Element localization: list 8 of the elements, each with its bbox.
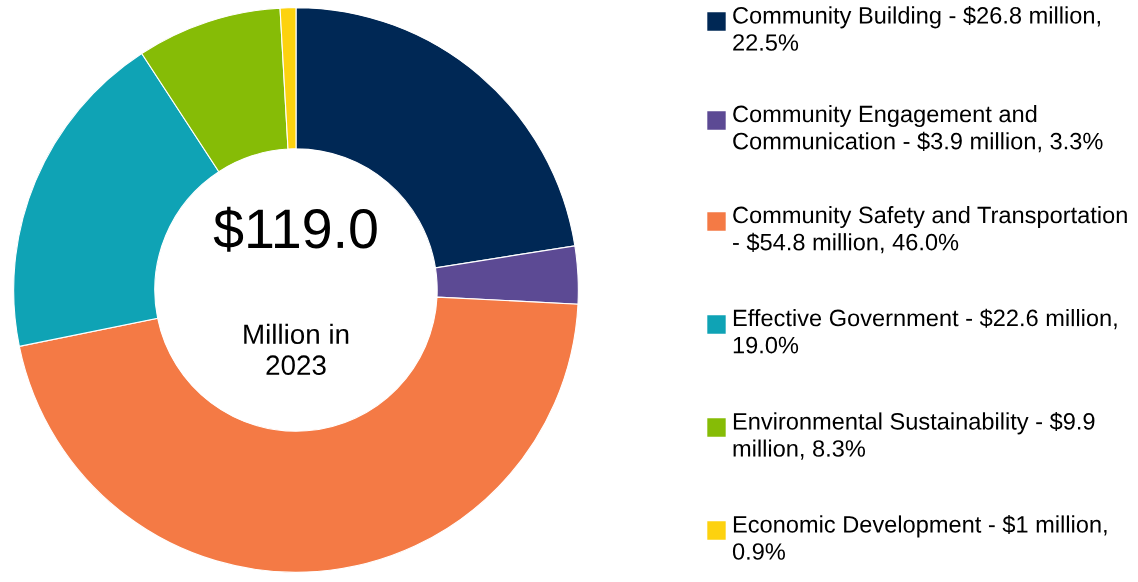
legend-label: Economic Development - $1 million, 0.9%	[732, 515, 1107, 560]
legend-label: Environmental Sustainability - $9.9 million, 8.3%	[733, 412, 1095, 460]
legend-label: Community Building - $26.8 million, 22.5%	[733, 6, 1100, 51]
legend-label: Community Safety and Transportation - $54.8 million, 46.0%	[733, 206, 1127, 254]
legend-label: Effective Government - $22.6 million, 19.0%	[733, 308, 1117, 354]
text: Million in 2023	[244, 323, 349, 376]
text: $119.0	[213, 206, 377, 252]
legend-label: Community Engagement and Communication - $3.9 million, 3.3%	[733, 105, 1103, 153]
